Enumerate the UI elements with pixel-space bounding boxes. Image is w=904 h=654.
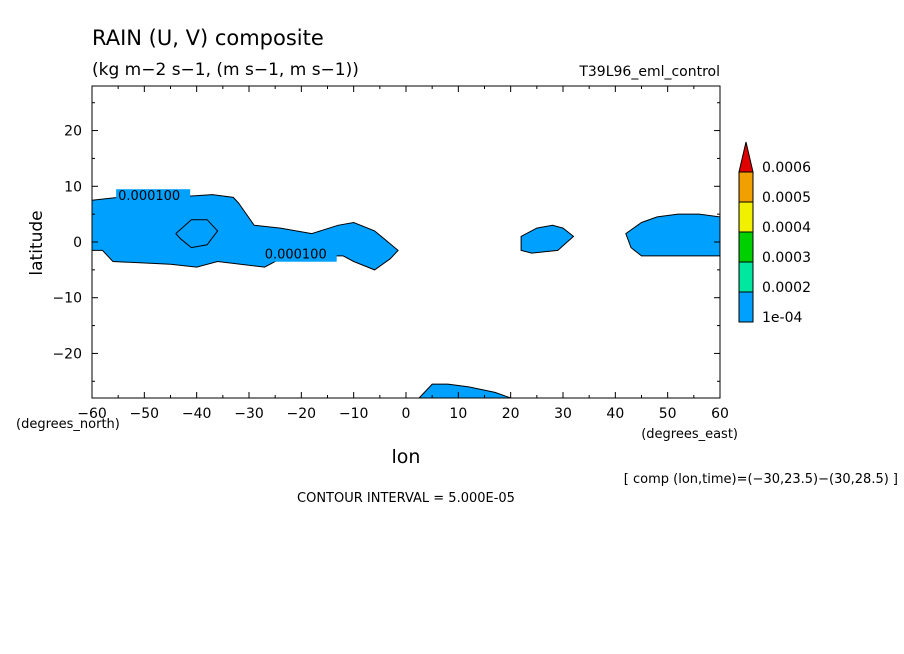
- colorbar-label: 0.0006: [762, 160, 811, 176]
- x-tick-label: −40: [182, 406, 212, 422]
- x-tick-label: 50: [659, 406, 677, 422]
- colorbar-label: 0.0003: [762, 250, 811, 266]
- x-tick-label: −30: [234, 406, 264, 422]
- chart-title: RAIN (U, V) composite: [92, 26, 324, 50]
- colorbar-label: 0.0004: [762, 220, 811, 236]
- x-tick-label: −10: [339, 406, 369, 422]
- contour-line-1: [175, 219, 219, 249]
- y-tick-label: −20: [52, 346, 82, 362]
- x-tick-label: −60: [77, 406, 107, 422]
- y-tick-label: 0: [73, 235, 82, 251]
- colorbar-label: 0.0002: [762, 280, 811, 296]
- chart-subtitle: (kg m−2 s−1, (m s−1, m s−1)): [92, 60, 359, 80]
- colorbar-segment: [738, 171, 754, 203]
- colorbar: 1e-04 0.0002 0.0003 0.0004 0.0005 0.0006: [738, 141, 811, 326]
- comp-text: [ comp (lon,time)=(−30,23.5)−(30,28.5) ]: [624, 472, 898, 487]
- x-tick-label: 20: [502, 406, 520, 422]
- colorbar-segment: [738, 201, 754, 233]
- contour-interval-text: CONTOUR INTERVAL = 5.000E-05: [297, 491, 515, 506]
- contour-label: 0.000100: [118, 189, 180, 204]
- x-units-label: (degrees_east): [641, 427, 738, 442]
- y-tick-label: −10: [52, 291, 82, 307]
- y-tick-label: 20: [64, 124, 82, 140]
- contour-label-bg: [116, 189, 191, 204]
- x-tick-label: 60: [711, 406, 729, 422]
- x-tick-label: 0: [402, 406, 411, 422]
- y-axis: −20 −10 0 10 20: [52, 102, 720, 382]
- shaded-region-2: [520, 224, 575, 254]
- x-axis: −60 −50 −40 −30 −20 −10 0 10 20 30 40 50 60: [77, 86, 729, 422]
- contour-labels: 0.000100 0.000100: [116, 189, 337, 263]
- plot-area: 0.000100 0.000100 −60 −50 −40 −30 −20 −10 0 10 20…: [52, 85, 729, 422]
- contour-label-bg: [262, 247, 337, 262]
- colorbar-segment: [738, 261, 754, 293]
- experiment-label: T39L96_eml_control: [578, 64, 720, 80]
- colorbar-segment: [738, 291, 754, 323]
- x-tick-label: −20: [287, 406, 317, 422]
- x-axis-label: lon: [392, 446, 421, 468]
- colorbar-segment: [738, 231, 754, 263]
- x-tick-label: 10: [449, 406, 467, 422]
- contour-lines: [175, 219, 219, 249]
- x-tick-label: 30: [554, 406, 572, 422]
- x-tick-label: −50: [130, 406, 160, 422]
- x-tick-label: 40: [606, 406, 624, 422]
- colorbar-triangle: [738, 141, 754, 173]
- contour-label: 0.000100: [265, 248, 327, 263]
- colorbar-label: 1e-04: [762, 310, 802, 326]
- colorbar-label: 0.0005: [762, 190, 811, 206]
- y-axis-label: latitude: [27, 210, 47, 275]
- y-tick-label: 10: [64, 179, 82, 195]
- y-units-label: (degrees_north): [16, 417, 120, 432]
